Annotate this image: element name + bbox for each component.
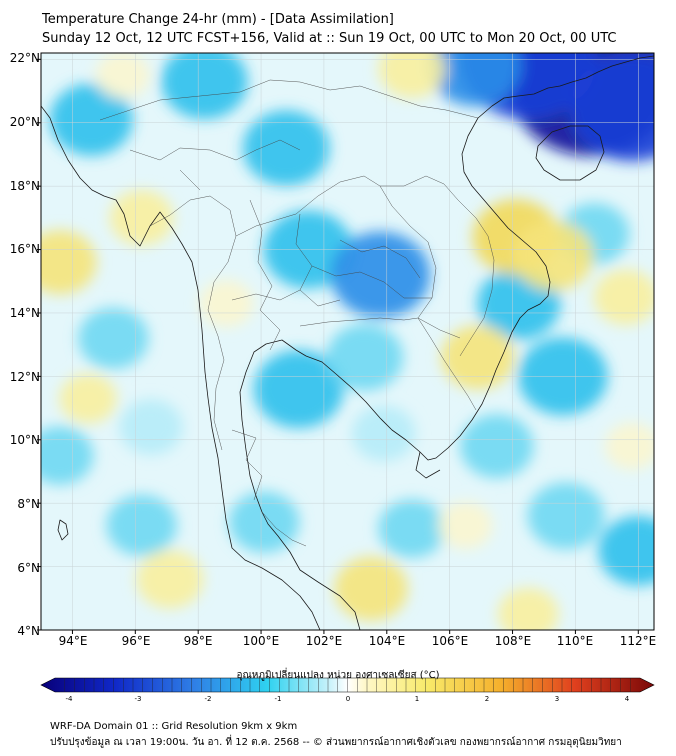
lon-label: 100°E [242, 634, 280, 648]
footer-credit: ปรับปรุงข้อมูล ณ เวลา 19:00น. วัน อา. ที… [50, 737, 622, 748]
provinces-3 [339, 239, 421, 279]
gulf-coast-west [239, 339, 361, 630]
lat-label: 22°N [9, 51, 40, 65]
field-cell [106, 494, 177, 556]
lat-label: 10°N [9, 433, 40, 447]
lat-label: 6°N [17, 561, 40, 575]
field-cell [41, 230, 97, 295]
field-cell [598, 515, 654, 586]
field-cell [253, 350, 344, 429]
colorbar-tick-label: 3 [554, 695, 560, 703]
map-subtitle: Sunday 12 Oct, 12 UTC FCST+156, Valid at… [42, 31, 617, 46]
colorbar-ticks [64, 678, 631, 692]
footer-model-info: WRF-DA Domain 01 :: Grid Resolution 9km … [50, 721, 298, 732]
field-cell [378, 53, 446, 99]
lat-label: 16°N [9, 242, 40, 256]
myanmar-thai-border [149, 195, 237, 451]
field-cell [59, 373, 117, 424]
field-cell [604, 422, 654, 470]
provinces-5 [231, 289, 301, 301]
lat-label: 12°N [9, 370, 40, 384]
field-cell [569, 53, 654, 162]
hainan-island [535, 125, 605, 181]
field-cell [326, 323, 404, 391]
lat-label: 20°N [9, 115, 40, 129]
field-cell [428, 53, 522, 107]
field-cell [242, 110, 330, 186]
myanmar-states [99, 91, 301, 191]
lon-label: 112°E [619, 634, 657, 648]
china-coast [517, 55, 654, 97]
thai-cambodia-border [299, 317, 461, 339]
gulf-coast-east [305, 95, 551, 461]
lon-label: 98°E [183, 634, 213, 648]
provinces-4 [311, 265, 432, 299]
andaman-island [57, 519, 69, 541]
provinces-1 [249, 199, 281, 351]
thai-laos-border [235, 175, 437, 319]
colorbar-tick-label: -1 [274, 695, 282, 703]
field-cell [136, 550, 204, 609]
field-cell [527, 482, 605, 550]
ca-mau-tip [415, 451, 441, 479]
provinces-2 [295, 213, 341, 307]
lat-label: 14°N [9, 306, 40, 320]
provinces-6 [231, 429, 263, 501]
field-cell [49, 83, 133, 156]
lon-label: 104°E [368, 634, 406, 648]
lon-label: 94°E [58, 634, 88, 648]
coastlines [41, 55, 654, 630]
field-cell [161, 53, 248, 120]
lon-label: 110°E [556, 634, 594, 648]
mainland-coast [41, 105, 321, 630]
field-cell [95, 53, 150, 99]
colorbar-tick-label: -3 [134, 695, 142, 703]
lat-label: 4°N [17, 624, 40, 638]
lat-label: 18°N [9, 179, 40, 193]
colorbar-tick-label: 2 [484, 695, 490, 703]
colorbar-tick-label: 1 [414, 695, 420, 703]
field-cell [41, 426, 94, 485]
field-cell [334, 556, 408, 621]
field-cell [513, 221, 594, 291]
lon-label: 102°E [305, 634, 343, 648]
colorbar-tick-label: 0 [345, 695, 351, 703]
field-cell [441, 325, 515, 390]
lon-label: 96°E [121, 634, 151, 648]
colorbar-tick-label: -2 [204, 695, 212, 703]
borders [99, 79, 495, 547]
map-frame [40, 52, 655, 631]
temperature-field [41, 53, 654, 630]
colorbar-tick-label: -4 [65, 695, 73, 703]
field-cell [593, 269, 654, 325]
axis-ticks [37, 58, 639, 634]
field-cell [460, 414, 534, 479]
thai-malaysia-border [261, 511, 307, 547]
field-cell [199, 279, 254, 328]
field-cell [229, 491, 300, 553]
field-cell [378, 499, 446, 558]
field-cell [119, 399, 183, 455]
field-cell [497, 587, 559, 630]
colorbar-label: อุณหภูมิเปลี่ยนแปลง หน่วย องศาเซลเซียส (… [236, 670, 440, 681]
lat-label: 8°N [17, 497, 40, 511]
china-border [239, 79, 479, 119]
lon-label: 108°E [494, 634, 532, 648]
field-cell [109, 190, 174, 246]
laos-vietnam-border [380, 175, 495, 357]
field-cell [438, 501, 493, 549]
field-cell [330, 231, 431, 319]
lon-label: 106°E [431, 634, 469, 648]
cambodia-vietnam-border [417, 317, 477, 411]
colorbar-tick-label: 4 [624, 695, 630, 703]
field-cell [78, 307, 149, 369]
graticule [41, 53, 654, 630]
field-cell [351, 405, 416, 462]
map-title: Temperature Change 24-hr (mm) - [Data As… [42, 12, 394, 27]
